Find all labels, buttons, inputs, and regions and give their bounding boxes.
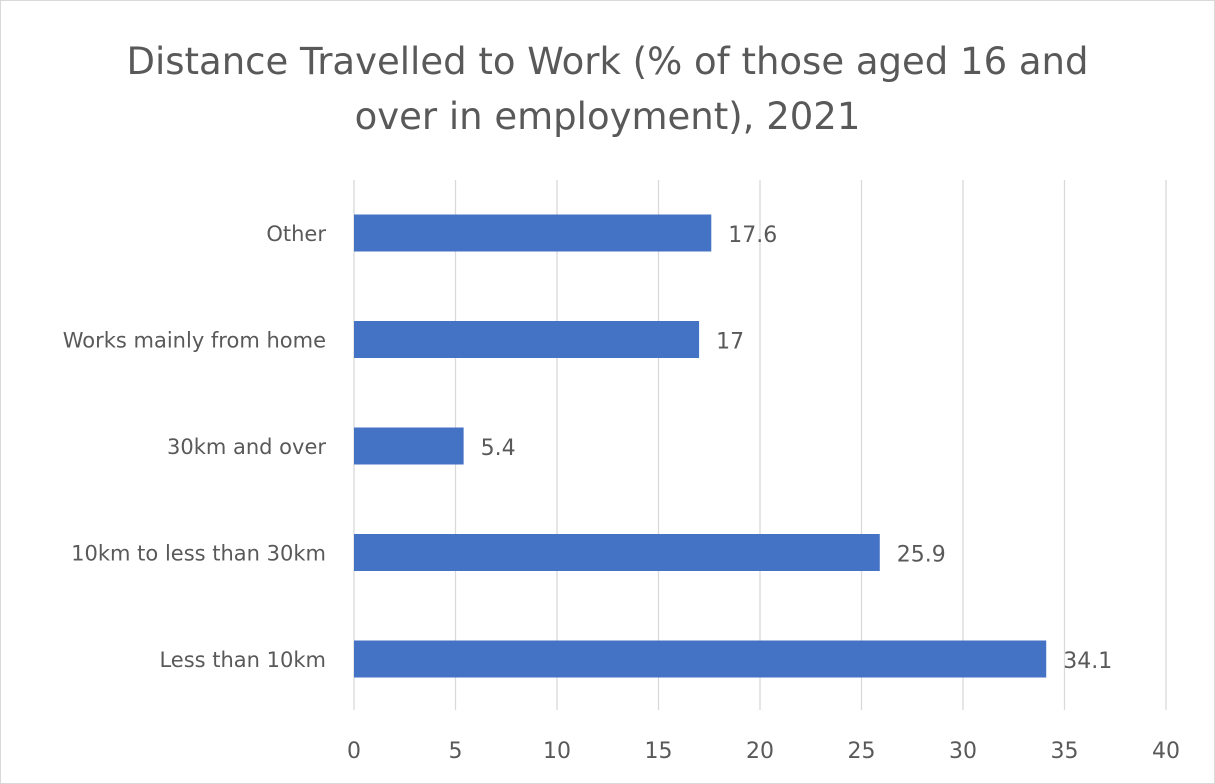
bar-2 (354, 427, 464, 465)
chart-title: Distance Travelled to Work (% of those a… (0, 34, 1215, 144)
bar-1 (354, 321, 700, 358)
data-label-0: 17.6 (728, 223, 777, 248)
x-tick-label-6: 30 (949, 739, 977, 764)
chart-title-line-2: over in employment), 2021 (354, 95, 861, 138)
bar-0 (354, 214, 712, 252)
x-tick-label-2: 10 (543, 739, 571, 764)
data-label-4: 34.1 (1063, 649, 1112, 674)
category-label-3: 10km to less than 30km (71, 542, 326, 566)
x-tick-label-7: 35 (1051, 739, 1079, 764)
category-label-2: 30km and over (167, 435, 326, 459)
data-label-1: 17 (716, 330, 744, 355)
x-tick-label-1: 5 (449, 739, 463, 764)
x-tick-label-5: 25 (848, 739, 876, 764)
bar-3 (354, 534, 880, 571)
category-label-0: Other (266, 222, 326, 246)
data-label-2: 5.4 (481, 436, 516, 461)
category-label-4: Less than 10km (159, 648, 326, 672)
category-label-1: Works mainly from home (63, 329, 326, 353)
bar-4 (354, 640, 1047, 678)
x-tick-label-0: 0 (347, 739, 361, 764)
chart-title-line-1: Distance Travelled to Work (% of those a… (126, 40, 1089, 83)
x-tick-label-3: 15 (645, 739, 673, 764)
x-tick-label-4: 20 (746, 739, 774, 764)
x-tick-label-8: 40 (1152, 739, 1180, 764)
data-label-3: 25.9 (897, 543, 946, 568)
